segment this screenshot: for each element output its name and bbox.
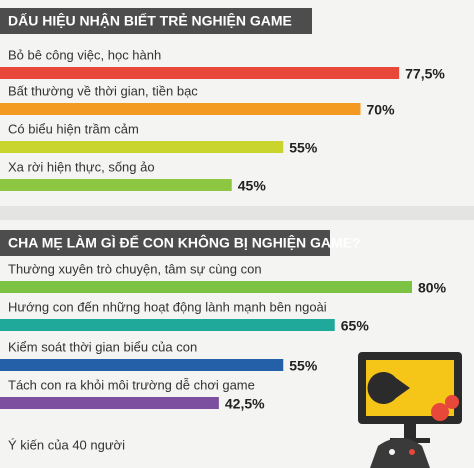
bar xyxy=(0,281,412,293)
category-label: Kiểm soát thời gian biểu của con xyxy=(8,339,197,354)
category-label: Thường xuyên trò chuyện, tâm sự cùng con xyxy=(8,261,262,276)
bar xyxy=(0,359,284,371)
value-label: 77,5% xyxy=(405,66,445,82)
title-band xyxy=(0,8,312,34)
bar xyxy=(0,397,219,409)
category-label: Có biểu hiện trầm cảm xyxy=(8,121,139,136)
category-label: Tách con ra khỏi môi trường dễ chơi game xyxy=(8,377,255,392)
category-label: Bất thường về thời gian, tiền bạc xyxy=(8,83,198,98)
bar xyxy=(0,179,232,191)
value-label: 55% xyxy=(289,358,318,374)
game-illustration xyxy=(358,352,462,468)
title-band xyxy=(0,230,330,256)
value-label: 70% xyxy=(367,102,396,118)
footnote: Ý kiến của 40 người xyxy=(8,437,125,452)
divider xyxy=(0,206,474,220)
value-label: 80% xyxy=(418,280,447,296)
bar xyxy=(0,67,400,79)
value-label: 45% xyxy=(238,178,267,194)
value-label: 55% xyxy=(289,140,318,156)
bar xyxy=(0,141,284,153)
chart-title: DẤU HIỆU NHẬN BIẾT TRẺ NGHIỆN GAME xyxy=(8,12,292,29)
bar xyxy=(0,319,335,331)
category-label: Xa rời hiện thực, sống ảo xyxy=(8,159,155,174)
category-label: Bỏ bê công việc, học hành xyxy=(8,47,161,62)
category-label: Hướng con đến những hoạt động lành mạnh … xyxy=(8,299,327,314)
bar xyxy=(0,103,361,115)
value-label: 42,5% xyxy=(225,396,265,412)
value-label: 65% xyxy=(341,318,370,334)
chart-title: CHA MẸ LÀM GÌ ĐỂ CON KHÔNG BỊ NGHIỆN GAM… xyxy=(8,234,361,251)
